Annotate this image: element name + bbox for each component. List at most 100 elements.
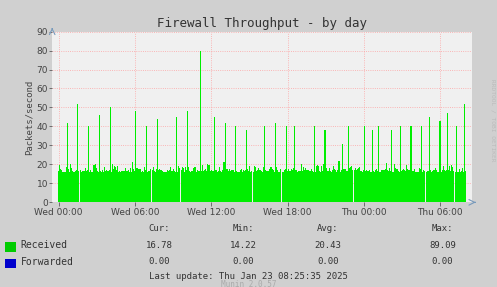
Bar (132, 162, 133, 202)
Bar (397, 169, 398, 202)
Bar (301, 164, 302, 202)
Bar (168, 170, 170, 202)
Bar (314, 127, 315, 202)
Bar (172, 171, 173, 202)
Text: Min:: Min: (233, 224, 254, 233)
Bar (431, 172, 432, 202)
Bar (374, 172, 375, 202)
Bar (306, 170, 307, 202)
Bar (271, 167, 272, 202)
Bar (94, 164, 95, 202)
Bar (67, 123, 68, 202)
Bar (146, 127, 147, 202)
Bar (384, 170, 385, 202)
Bar (184, 172, 185, 202)
Bar (88, 127, 89, 202)
Bar (165, 172, 166, 202)
Bar (194, 168, 195, 202)
Bar (401, 171, 402, 202)
Bar (180, 170, 181, 202)
Bar (64, 172, 65, 202)
Bar (213, 171, 214, 202)
Bar (416, 172, 417, 202)
Text: 20.43: 20.43 (315, 241, 341, 250)
Bar (71, 168, 72, 202)
Bar (61, 170, 62, 202)
Bar (363, 170, 364, 202)
Bar (60, 169, 61, 202)
Bar (195, 172, 197, 202)
Bar (256, 171, 257, 202)
Bar (318, 166, 319, 202)
Bar (142, 171, 143, 202)
Bar (465, 171, 466, 202)
Bar (83, 171, 84, 202)
Bar (181, 167, 182, 202)
Bar (90, 170, 91, 202)
Bar (324, 164, 325, 202)
Bar (373, 171, 374, 202)
Bar (438, 172, 439, 202)
Bar (461, 171, 462, 202)
Bar (251, 171, 252, 202)
Bar (287, 171, 288, 202)
Bar (103, 172, 104, 202)
Bar (448, 170, 449, 202)
Bar (268, 169, 270, 202)
Bar (244, 171, 245, 202)
Bar (459, 169, 460, 202)
Bar (462, 168, 463, 202)
Bar (207, 164, 208, 202)
Bar (78, 104, 79, 202)
Bar (85, 168, 86, 202)
Bar (393, 172, 394, 202)
Bar (432, 171, 433, 202)
Bar (171, 171, 172, 202)
Bar (444, 170, 445, 202)
Bar (134, 171, 135, 202)
Bar (410, 170, 411, 202)
Bar (356, 170, 357, 202)
Bar (219, 166, 220, 202)
Bar (406, 165, 407, 202)
Bar (80, 170, 81, 202)
Bar (91, 172, 92, 202)
Bar (425, 172, 426, 202)
Bar (122, 171, 124, 202)
Bar (202, 166, 203, 202)
Bar (423, 170, 424, 202)
Bar (223, 170, 224, 202)
Bar (107, 171, 108, 202)
Bar (162, 171, 164, 202)
Bar (203, 171, 204, 202)
Bar (76, 170, 78, 202)
Bar (342, 144, 343, 202)
Bar (138, 169, 139, 202)
Bar (415, 172, 416, 202)
Bar (359, 167, 360, 202)
Bar (242, 172, 243, 202)
Bar (75, 171, 76, 202)
Bar (349, 168, 350, 202)
Bar (229, 169, 230, 202)
Bar (92, 172, 93, 202)
Bar (377, 171, 378, 202)
Bar (176, 117, 177, 202)
Bar (106, 170, 107, 202)
Bar (379, 172, 380, 202)
Bar (385, 169, 386, 202)
Bar (372, 130, 373, 202)
Bar (338, 162, 339, 202)
Bar (210, 171, 211, 202)
Bar (156, 169, 157, 202)
Bar (463, 172, 464, 202)
Bar (331, 172, 332, 202)
Bar (208, 164, 210, 202)
Bar (388, 171, 389, 202)
Bar (129, 172, 130, 202)
Bar (286, 127, 287, 202)
Bar (412, 171, 413, 202)
Bar (279, 172, 280, 202)
Bar (413, 171, 414, 202)
Bar (292, 170, 293, 202)
